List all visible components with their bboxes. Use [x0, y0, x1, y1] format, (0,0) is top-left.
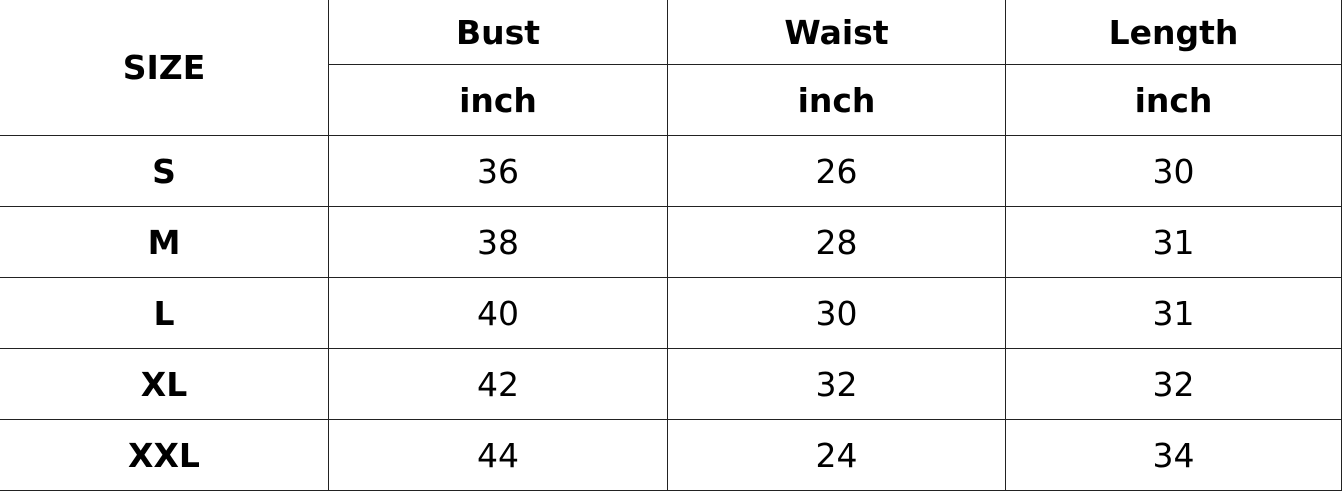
table-cell: 40: [329, 278, 668, 349]
row-size-label: L: [0, 278, 329, 349]
table-cell: 30: [1006, 136, 1342, 207]
table-cell: 31: [1006, 278, 1342, 349]
size-header: SIZE: [0, 0, 329, 136]
table-cell: 30: [668, 278, 1006, 349]
table-cell: 28: [668, 207, 1006, 278]
unit-length: inch: [1006, 65, 1342, 136]
table-cell: 31: [1006, 207, 1342, 278]
unit-waist: inch: [668, 65, 1006, 136]
table-cell: 24: [668, 420, 1006, 491]
row-size-label: XXL: [0, 420, 329, 491]
column-header-waist: Waist: [668, 0, 1006, 65]
table-cell: 26: [668, 136, 1006, 207]
table-cell: 34: [1006, 420, 1342, 491]
table-cell: 44: [329, 420, 668, 491]
column-header-length: Length: [1006, 0, 1342, 65]
table-cell: 32: [1006, 349, 1342, 420]
unit-bust: inch: [329, 65, 668, 136]
table-cell: 36: [329, 136, 668, 207]
row-size-label: XL: [0, 349, 329, 420]
table-cell: 32: [668, 349, 1006, 420]
table-cell: 42: [329, 349, 668, 420]
table-cell: 38: [329, 207, 668, 278]
row-size-label: S: [0, 136, 329, 207]
column-header-bust: Bust: [329, 0, 668, 65]
row-size-label: M: [0, 207, 329, 278]
